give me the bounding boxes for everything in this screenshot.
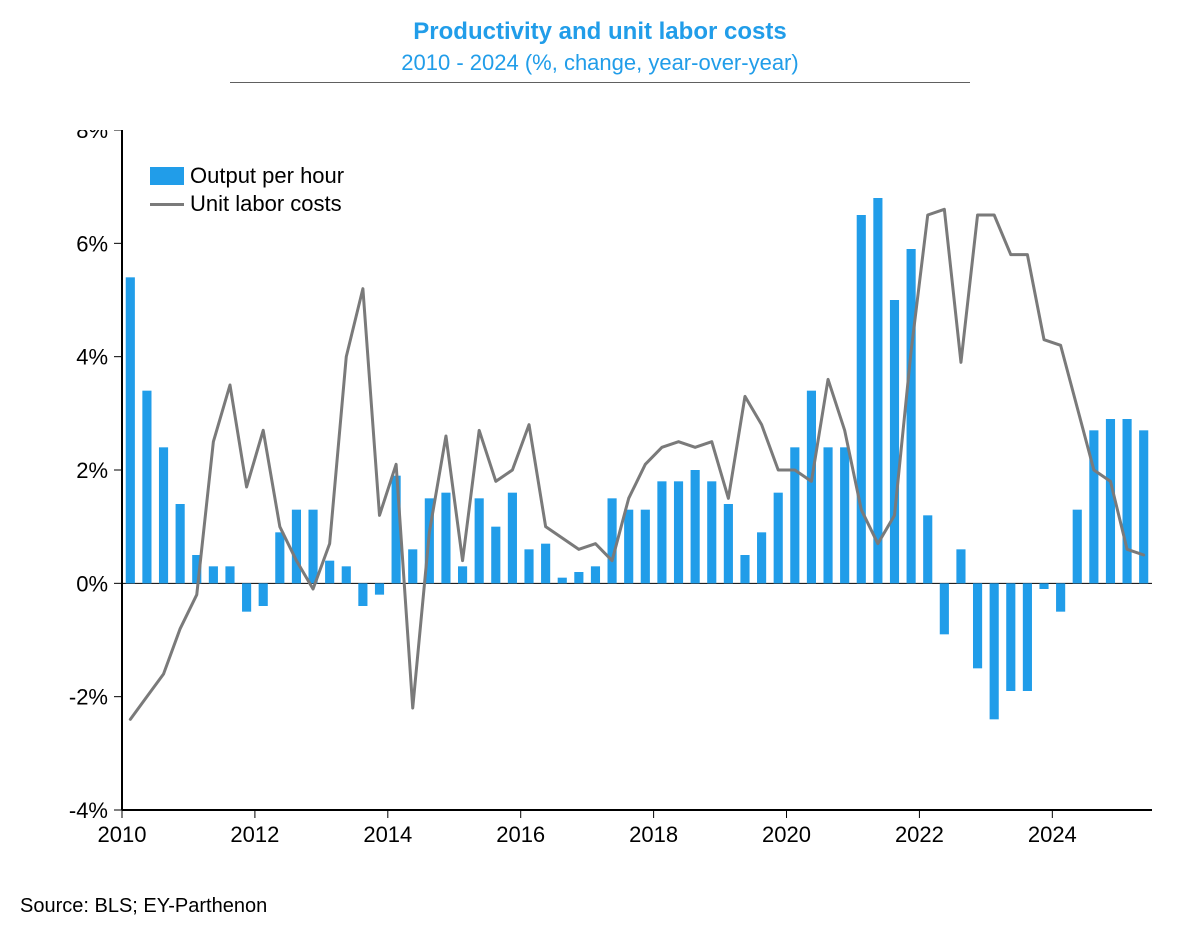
title-divider <box>230 82 970 83</box>
svg-text:-4%: -4% <box>69 798 108 823</box>
svg-text:2020: 2020 <box>762 822 811 847</box>
chart-svg: -4% -2% 0% 2% 4% 6% 8% 2010 2012 2014 2016 2018 2020… <box>60 130 1170 850</box>
legend-swatch-line-icon <box>150 203 184 206</box>
svg-text:8%: 8% <box>76 130 108 143</box>
svg-text:2012: 2012 <box>230 822 279 847</box>
legend-swatch-bar-icon <box>150 167 184 185</box>
svg-text:2022: 2022 <box>895 822 944 847</box>
legend-item-output-per-hour: Output per hour <box>150 162 344 190</box>
legend-label: Output per hour <box>190 163 344 189</box>
svg-text:4%: 4% <box>76 345 108 370</box>
svg-text:2018: 2018 <box>629 822 678 847</box>
svg-text:0%: 0% <box>76 571 108 596</box>
svg-text:6%: 6% <box>76 231 108 256</box>
chart-title: Productivity and unit labor costs <box>0 18 1200 46</box>
chart-container: -4% -2% 0% 2% 4% 6% 8% 2010 2012 2014 2016 2018 2020… <box>60 130 1170 850</box>
svg-text:2010: 2010 <box>98 822 147 847</box>
svg-text:2024: 2024 <box>1028 822 1077 847</box>
legend-label: Unit labor costs <box>190 191 342 217</box>
legend-item-unit-labor-costs: Unit labor costs <box>150 190 344 218</box>
svg-text:2016: 2016 <box>496 822 545 847</box>
source-text: Source: BLS; EY-Parthenon <box>20 895 267 918</box>
svg-text:2%: 2% <box>76 458 108 483</box>
svg-text:-2%: -2% <box>69 685 108 710</box>
legend: Output per hour Unit labor costs <box>150 162 344 218</box>
chart-subtitle: 2010 - 2024 (%, change, year-over-year) <box>0 50 1200 76</box>
svg-text:2014: 2014 <box>363 822 412 847</box>
page: Productivity and unit labor costs 2010 -… <box>0 0 1200 948</box>
